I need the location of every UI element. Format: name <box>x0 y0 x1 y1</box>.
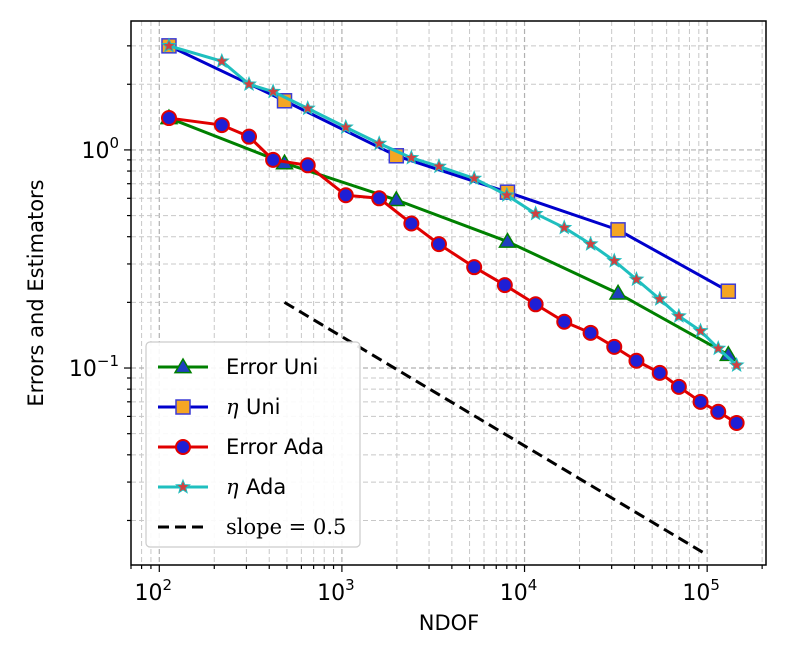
legend-symbol: η <box>226 395 239 419</box>
data-point <box>403 215 420 232</box>
data-point <box>608 283 628 300</box>
x-axis-label: NDOF <box>419 611 480 635</box>
data-point <box>213 52 230 69</box>
series-0 <box>159 108 738 362</box>
data-point <box>160 37 177 53</box>
data-point <box>430 236 447 253</box>
data-point <box>556 219 573 235</box>
y-axis-label: Errors and Estimators <box>24 179 48 406</box>
x-tick-label: 105 <box>682 576 720 606</box>
y-tick-label: 10−1 <box>69 352 119 382</box>
legend-item-4: slope = 0.5 <box>158 515 346 539</box>
data-point <box>213 117 230 134</box>
data-point <box>628 352 645 369</box>
data-point <box>299 157 316 174</box>
legend-item-1: η Uni <box>158 395 281 419</box>
data-point <box>582 324 599 341</box>
data-point <box>692 393 709 410</box>
series-4 <box>283 301 708 557</box>
data-point <box>728 414 745 431</box>
data-point <box>728 356 745 373</box>
data-point <box>692 322 709 338</box>
legend-item-3: η Ada <box>158 475 286 499</box>
data-point <box>430 158 447 174</box>
data-point <box>556 313 573 330</box>
data-point <box>610 222 626 238</box>
data-point <box>403 149 420 165</box>
legend-item-0: Error Uni <box>158 355 318 379</box>
series-line <box>168 116 730 357</box>
data-point <box>670 307 687 323</box>
legend-symbol: η <box>226 475 239 499</box>
legend-label: slope = 0.5 <box>226 515 346 539</box>
data-point <box>527 205 544 221</box>
plot-frame <box>130 20 767 566</box>
data-point <box>498 232 517 248</box>
series-line <box>168 44 730 293</box>
legend-marker <box>175 399 191 415</box>
data-point <box>628 270 645 287</box>
series-line <box>168 44 738 367</box>
legend-box <box>145 341 361 548</box>
legend-marker <box>175 439 191 455</box>
data-point <box>670 378 687 395</box>
data-point <box>710 340 727 356</box>
ticks: 102 103 104 105 100 10−1 <box>69 45 763 606</box>
data-point <box>582 235 599 251</box>
x-tick-label: 103 <box>317 576 355 606</box>
series-1 <box>161 38 737 299</box>
legend-label: Ada <box>246 475 286 499</box>
data-point <box>299 100 316 116</box>
legend: Error Uni η Uni Error Ada η Ada slope = 0.5 <box>145 341 361 548</box>
data-point <box>160 110 177 127</box>
x-tick-label: 102 <box>135 576 173 606</box>
legend-label: Uni <box>246 395 281 419</box>
data-point <box>371 135 388 151</box>
series-3 <box>160 37 745 373</box>
legend-marker <box>173 357 193 374</box>
legend-item-2: Error Ada <box>158 435 324 459</box>
data-point <box>651 290 668 306</box>
data-point <box>496 277 513 294</box>
x-tick-label: 104 <box>500 576 538 606</box>
y-tick-label: 100 <box>81 134 119 164</box>
legend-label: Error Ada <box>226 435 324 459</box>
data-point <box>466 259 483 276</box>
data-point <box>606 252 623 268</box>
data-point <box>265 83 282 99</box>
legend-marker <box>175 478 191 494</box>
data-point <box>466 170 483 186</box>
data-point <box>241 75 257 92</box>
series-layer <box>159 37 745 557</box>
data-point <box>371 190 388 207</box>
data-point <box>710 403 727 420</box>
data-point <box>241 128 258 145</box>
legend-label: Error Uni <box>226 355 318 379</box>
series-2 <box>160 110 745 431</box>
data-point <box>720 283 737 299</box>
data-point <box>337 118 354 135</box>
data-point <box>651 364 668 381</box>
data-point <box>386 190 406 207</box>
data-point <box>265 151 282 168</box>
data-point <box>606 338 623 355</box>
data-point <box>527 296 544 313</box>
data-point <box>337 187 354 204</box>
series-line <box>283 301 708 557</box>
data-point <box>498 186 515 202</box>
